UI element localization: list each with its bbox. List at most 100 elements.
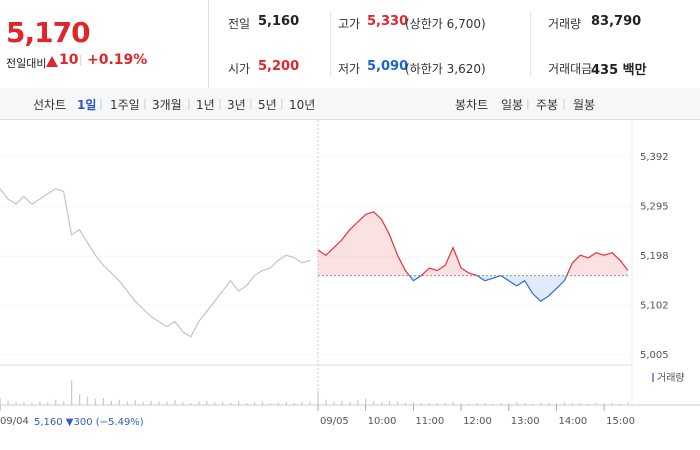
chart: 거래량 5,160 ▼300 (−5.49%) 5,392 5,295 5,198 5… xyxy=(0,120,700,428)
volume-bar xyxy=(349,402,351,405)
tab[interactable]: 주봉 xyxy=(536,98,559,112)
stat-label: 거래량 xyxy=(548,17,582,31)
divider: | xyxy=(280,97,284,110)
divider: | xyxy=(99,97,103,110)
tab[interactable]: 월봉 xyxy=(573,98,596,112)
volume-bar xyxy=(548,402,550,405)
volume-bar xyxy=(357,400,359,405)
volume-bar xyxy=(500,403,502,405)
price-box: 5,170 전일대비 10 | +0.19% xyxy=(0,0,209,88)
area-below xyxy=(409,275,567,302)
volume-bar xyxy=(126,401,128,405)
volume-bar xyxy=(118,399,120,405)
tab[interactable]: 3개월 xyxy=(152,98,182,112)
volume-bar xyxy=(627,402,629,405)
volume-bar xyxy=(579,403,582,405)
volume-bar xyxy=(555,403,558,405)
volume-bar xyxy=(166,401,168,405)
stat-value: 5,090 xyxy=(367,59,409,74)
volume-bar xyxy=(86,396,89,405)
volume-bar xyxy=(571,402,574,405)
y-tick-label: 5,005 xyxy=(640,350,669,361)
change-percent: +0.19% xyxy=(87,52,148,68)
volume-bar xyxy=(253,402,256,405)
volume-bar xyxy=(412,402,415,405)
volume-bar xyxy=(325,399,327,405)
volume-bar xyxy=(484,402,486,405)
volume-bar xyxy=(222,401,224,405)
tab[interactable]: 1주일 xyxy=(110,98,140,112)
volume-bar xyxy=(460,403,462,405)
volume-bar xyxy=(269,403,271,405)
volume-bar xyxy=(285,401,287,405)
volume-bar xyxy=(389,400,391,405)
volume-bar xyxy=(63,401,65,405)
volume-bar xyxy=(237,401,240,405)
volume-bar xyxy=(39,401,41,405)
volume-bar xyxy=(150,400,152,405)
tab[interactable]: 1일 xyxy=(77,98,97,112)
volume-bar xyxy=(524,403,526,405)
tab[interactable]: 일봉 xyxy=(501,98,524,112)
volume-bar xyxy=(516,402,518,405)
volume-bar xyxy=(102,398,105,405)
volume-bar xyxy=(23,401,25,405)
x-tick-label: 15:00 xyxy=(606,416,635,427)
stat-value: 5,330 xyxy=(367,14,409,29)
volume-bar xyxy=(0,398,1,405)
x-tick-label: 12:00 xyxy=(463,416,492,427)
volume-bar xyxy=(468,403,470,405)
stat-extra: (상한가 6,700) xyxy=(405,17,486,31)
volume-bar xyxy=(134,400,136,405)
divider: | xyxy=(249,97,253,110)
volume-bar xyxy=(15,402,17,405)
volume-bar xyxy=(94,398,97,405)
y-tick-label: 5,392 xyxy=(640,152,669,163)
price-line-up xyxy=(317,211,629,276)
volume-bar xyxy=(47,402,49,405)
volume-bar xyxy=(198,401,200,405)
volume-bar xyxy=(540,402,542,405)
x-tick-label: 14:00 xyxy=(558,416,587,427)
volume-bar xyxy=(619,403,621,405)
volume-bar xyxy=(396,401,399,405)
volume-bar xyxy=(245,402,248,405)
divider: | xyxy=(143,97,147,110)
tab-bar: 선차트 1일 | 1주일 | 3개월 | 1년 | 3년 | 5년 | 10년 … xyxy=(0,88,700,120)
volume-bar xyxy=(603,403,605,405)
volume-bar xyxy=(476,403,478,405)
column-divider xyxy=(530,12,531,76)
tab[interactable]: 1년 xyxy=(196,98,215,112)
stat-value: 83,790 xyxy=(591,14,642,29)
tab-group-label: 봉차트 xyxy=(455,98,489,112)
divider: | xyxy=(526,97,530,110)
current-price: 5,170 xyxy=(6,16,91,49)
area-above xyxy=(317,211,628,276)
volume-legend-swatch xyxy=(652,373,654,382)
volume-bar xyxy=(452,401,454,405)
tab[interactable]: 5년 xyxy=(258,98,277,112)
stat-value: 5,200 xyxy=(258,59,300,74)
tab[interactable]: 3년 xyxy=(227,98,246,112)
volume-bar xyxy=(532,403,534,405)
volume-bar xyxy=(563,402,566,405)
volume-bar xyxy=(206,400,208,405)
volume-bar xyxy=(381,402,383,405)
stat-label: 저가 xyxy=(338,62,361,76)
volume-bar xyxy=(444,402,446,405)
tab-group-label: 선차트 xyxy=(33,98,67,112)
stat-label: 고가 xyxy=(338,17,361,31)
stat-extra: (하한가 3,620) xyxy=(405,62,486,76)
volume-bar xyxy=(142,402,144,405)
x-tick-label: 11:00 xyxy=(415,416,444,427)
volume-bar xyxy=(508,402,510,405)
x-tick-label: 13:00 xyxy=(511,416,540,427)
stat-label: 전일 xyxy=(228,17,251,31)
volume-bar xyxy=(492,403,494,405)
x-tick-label: 10:00 xyxy=(368,416,397,427)
volume-bar xyxy=(110,400,112,405)
volume-legend: 거래량 xyxy=(657,372,685,384)
volume-bar xyxy=(587,403,589,405)
tab[interactable]: 10년 xyxy=(289,98,316,112)
volume-bar xyxy=(261,401,264,405)
